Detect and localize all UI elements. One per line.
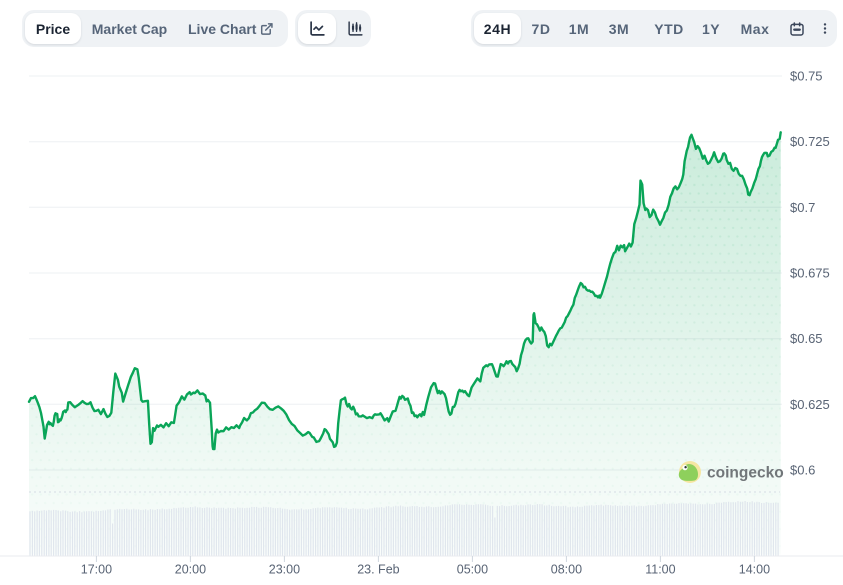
svg-text:$0.725: $0.725 [790,134,830,149]
svg-text:$0.65: $0.65 [790,331,823,346]
svg-text:$0.75: $0.75 [790,69,823,84]
svg-text:05:00: 05:00 [457,563,488,577]
svg-text:17:00: 17:00 [81,563,112,577]
svg-text:coingecko: coingecko [707,465,784,482]
svg-text:08:00: 08:00 [551,563,582,577]
svg-text:23. Feb: 23. Feb [357,563,399,577]
svg-text:$0.7: $0.7 [790,200,815,215]
svg-text:11:00: 11:00 [645,563,675,577]
svg-text:23:00: 23:00 [269,563,300,577]
svg-text:14:00: 14:00 [739,563,770,577]
svg-text:$0.6: $0.6 [790,463,815,478]
svg-text:20:00: 20:00 [175,563,206,577]
svg-text:$0.625: $0.625 [790,397,830,412]
svg-text:$0.675: $0.675 [790,266,830,281]
